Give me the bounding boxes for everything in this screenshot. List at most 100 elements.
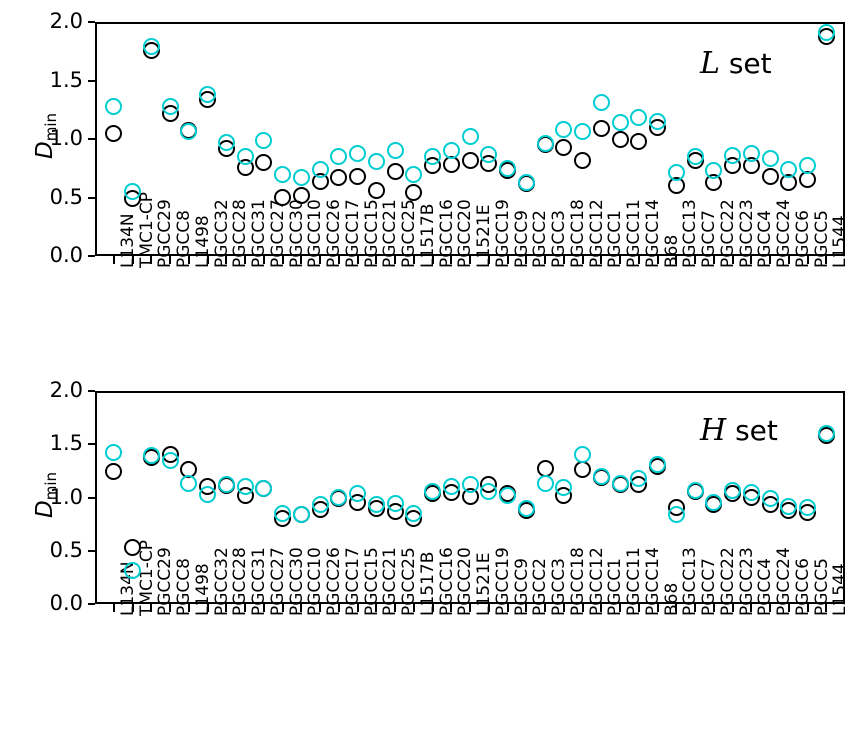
x-axis-tick-label: PGCC23 [736, 199, 757, 268]
scatter-marker [817, 24, 835, 42]
x-axis-tick-mark [150, 604, 153, 612]
x-axis-tick-mark [712, 604, 715, 612]
x-axis-tick-mark [731, 256, 734, 264]
x-axis-tick-mark [206, 256, 209, 264]
x-axis-tick-mark [131, 256, 134, 264]
x-axis-tick-mark [544, 256, 546, 264]
x-axis-tick-label: PGCC9 [511, 558, 532, 616]
scatter-marker [105, 444, 123, 462]
scatter-marker [292, 506, 310, 524]
x-axis-tick-mark [806, 256, 809, 264]
x-axis-tick-label: PGCC13 [680, 199, 701, 268]
scatter-marker [555, 138, 573, 156]
x-axis-tick-label: PGCC21 [380, 199, 401, 268]
x-axis-tick-mark [656, 256, 659, 264]
scatter-marker [724, 481, 741, 499]
x-axis-tick-label: PGCC28 [230, 199, 251, 268]
x-axis-tick-mark [337, 604, 340, 612]
scatter-marker [799, 498, 816, 516]
y-axis-tick-mark [88, 79, 95, 82]
x-axis-tick-label: PGCC7 [699, 558, 719, 616]
scatter-marker [442, 142, 460, 160]
x-axis-tick-label: PGCC21 [380, 547, 401, 616]
scatter-marker [105, 463, 123, 481]
scatter-marker [105, 97, 123, 115]
scatter-marker [124, 562, 141, 580]
x-axis-tick-mark [169, 256, 171, 264]
x-axis-tick-label: PGCC8 [174, 210, 194, 268]
x-axis-tick-mark [281, 256, 284, 264]
scatter-marker [199, 485, 216, 503]
x-axis-tick-label: L1498 [192, 215, 213, 268]
x-axis-tick-label: PGCC23 [736, 547, 757, 616]
x-axis-tick-mark [150, 256, 153, 264]
scatter-marker [236, 148, 254, 166]
scatter-marker [424, 148, 441, 166]
y-axis-tick-label: 1.5 [49, 67, 83, 92]
x-axis-tick-mark [469, 256, 471, 264]
x-axis-tick-label: PGCC4 [755, 558, 776, 616]
scatter-marker [386, 495, 404, 513]
x-axis-tick-label: PGCC16 [436, 547, 457, 616]
y-axis-tick-mark [88, 255, 95, 257]
x-axis-tick-label: PGCC28 [230, 547, 251, 616]
scatter-marker [742, 144, 760, 162]
x-axis-tick-label: PGCC3 [549, 210, 569, 268]
x-axis-tick-mark [525, 256, 528, 264]
x-axis-tick-mark [187, 256, 190, 264]
x-axis-tick-label: PGCC7 [699, 210, 719, 268]
x-axis-tick-mark [262, 604, 265, 612]
x-axis-tick-label: PGCC22 [717, 199, 738, 268]
y-axis-tick-label: 2.0 [49, 378, 83, 402]
scatter-marker [686, 481, 704, 499]
x-axis-tick-mark [281, 604, 284, 612]
y-axis-tick-mark [88, 21, 95, 23]
x-axis-tick-label: PGCC27 [267, 199, 288, 268]
x-axis-tick-label: PGCC15 [361, 199, 382, 268]
scatter-marker [349, 144, 366, 162]
x-axis-tick-mark [825, 256, 828, 264]
y-axis-tick-mark [88, 603, 95, 605]
scatter-marker [649, 112, 666, 130]
x-axis-tick-mark [675, 604, 678, 612]
scatter-marker [255, 131, 273, 149]
x-axis-tick-label: PGCC12 [586, 199, 607, 268]
x-axis-tick-mark [356, 256, 359, 264]
scatter-marker [761, 167, 779, 185]
x-axis-tick-label: PGCC30 [286, 199, 307, 268]
scatter-marker [386, 142, 404, 160]
x-axis-tick-mark [656, 604, 659, 612]
annotation-script-letter-bottom: H [700, 413, 727, 448]
x-axis-tick-label: PGCC5 [811, 558, 832, 616]
scatter-marker [161, 451, 179, 469]
x-axis-tick-mark [787, 604, 790, 612]
x-axis-tick-label: PGCC16 [436, 199, 457, 268]
x-axis-tick-label: PGCC14 [642, 547, 663, 616]
y-axis-tick-mark [88, 138, 95, 140]
x-axis-tick-mark [112, 256, 115, 264]
x-axis-tick-label: PGCC2 [530, 558, 551, 616]
x-axis-tick-mark [375, 256, 378, 264]
x-axis-tick-label: PGCC4 [755, 210, 776, 268]
scatter-marker [124, 183, 141, 201]
x-axis-tick-label: PGCC5 [811, 210, 832, 268]
x-axis-tick-mark [525, 604, 528, 612]
scatter-marker [461, 476, 479, 494]
x-axis-tick-mark [487, 604, 490, 612]
scatter-marker [386, 163, 404, 181]
x-axis-tick-mark [394, 256, 396, 264]
x-axis-tick-label: PGCC10 [305, 547, 326, 616]
x-axis-tick-label: PGCC20 [455, 547, 476, 616]
scatter-marker [274, 165, 291, 183]
x-axis-tick-label: PGCC13 [680, 547, 701, 616]
scatter-marker [274, 189, 291, 206]
x-axis-tick-mark [262, 256, 265, 264]
scatter-marker [499, 486, 516, 504]
x-axis-tick-label: PGCC25 [399, 547, 419, 616]
x-axis-tick-label: PGCC2 [530, 210, 551, 268]
x-axis-tick-mark [544, 604, 546, 612]
x-axis-tick-label: PGCC9 [511, 210, 532, 268]
x-axis-tick-label: PGCC24 [774, 199, 794, 268]
x-axis-tick-mark [619, 256, 621, 264]
x-axis-tick-label: PGCC11 [624, 547, 644, 616]
